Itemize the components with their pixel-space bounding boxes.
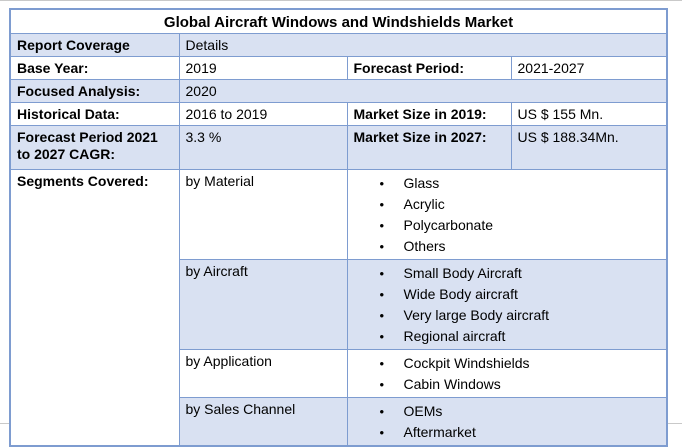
historical-data-label: Historical Data: xyxy=(9,102,180,126)
segment-item: Wide Body aircraft xyxy=(380,284,663,305)
bullet-list: Cockpit Windshields Cabin Windows xyxy=(348,353,663,395)
segment-item: Cabin Windows xyxy=(380,374,663,395)
bullet-list: Small Body Aircraft Wide Body aircraft V… xyxy=(348,263,663,347)
report-coverage-value: Details xyxy=(178,33,668,57)
market-size-2019-value: US $ 155 Mn. xyxy=(510,102,668,126)
market-size-2027-value: US $ 188.34Mn. xyxy=(510,125,668,170)
forecast-cagr-value: 3.3 % xyxy=(178,125,348,170)
segment-item: Small Body Aircraft xyxy=(380,263,663,284)
segment-items-material: Glass Acrylic Polycarbonate Others xyxy=(346,169,668,260)
segment-item: Others xyxy=(380,236,663,257)
focused-analysis-label: Focused Analysis: xyxy=(9,79,180,103)
market-size-2027-label: Market Size in 2027: xyxy=(346,125,512,170)
segment-category-application: by Application xyxy=(178,349,348,398)
base-year-value: 2019 xyxy=(178,56,348,80)
segment-items-aircraft: Small Body Aircraft Wide Body aircraft V… xyxy=(346,259,668,350)
segment-item: Polycarbonate xyxy=(380,215,663,236)
segment-items-sales-channel: OEMs Aftermarket xyxy=(346,397,668,447)
market-size-2019-label: Market Size in 2019: xyxy=(346,102,512,126)
segment-item: Aftermarket xyxy=(380,422,663,443)
forecast-period-label: Forecast Period: xyxy=(346,56,512,80)
segment-item: Cockpit Windshields xyxy=(380,353,663,374)
segment-category-sales-channel: by Sales Channel xyxy=(178,397,348,447)
segment-item: Acrylic xyxy=(380,194,663,215)
segment-item: Regional aircraft xyxy=(380,326,663,347)
segment-item: Glass xyxy=(380,173,663,194)
forecast-cagr-label: Forecast Period 2021 to 2027 CAGR: xyxy=(9,125,180,170)
bullet-list: Glass Acrylic Polycarbonate Others xyxy=(348,173,663,257)
focused-analysis-value: 2020 xyxy=(178,79,668,103)
segment-item: OEMs xyxy=(380,401,663,422)
forecast-period-value: 2021-2027 xyxy=(510,56,668,80)
bullet-list: OEMs Aftermarket xyxy=(348,401,663,443)
segment-items-application: Cockpit Windshields Cabin Windows xyxy=(346,349,668,398)
market-report-table: Global Aircraft Windows and Windshields … xyxy=(9,8,669,447)
table-title: Global Aircraft Windows and Windshields … xyxy=(9,8,668,34)
segment-item: Very large Body aircraft xyxy=(380,305,663,326)
segments-covered-label: Segments Covered: xyxy=(9,169,180,447)
historical-data-value: 2016 to 2019 xyxy=(178,102,348,126)
segment-category-material: by Material xyxy=(178,169,348,260)
base-year-label: Base Year: xyxy=(9,56,180,80)
segment-category-aircraft: by Aircraft xyxy=(178,259,348,350)
report-coverage-label: Report Coverage xyxy=(9,33,180,57)
page: Global Aircraft Windows and Windshields … xyxy=(0,0,682,424)
